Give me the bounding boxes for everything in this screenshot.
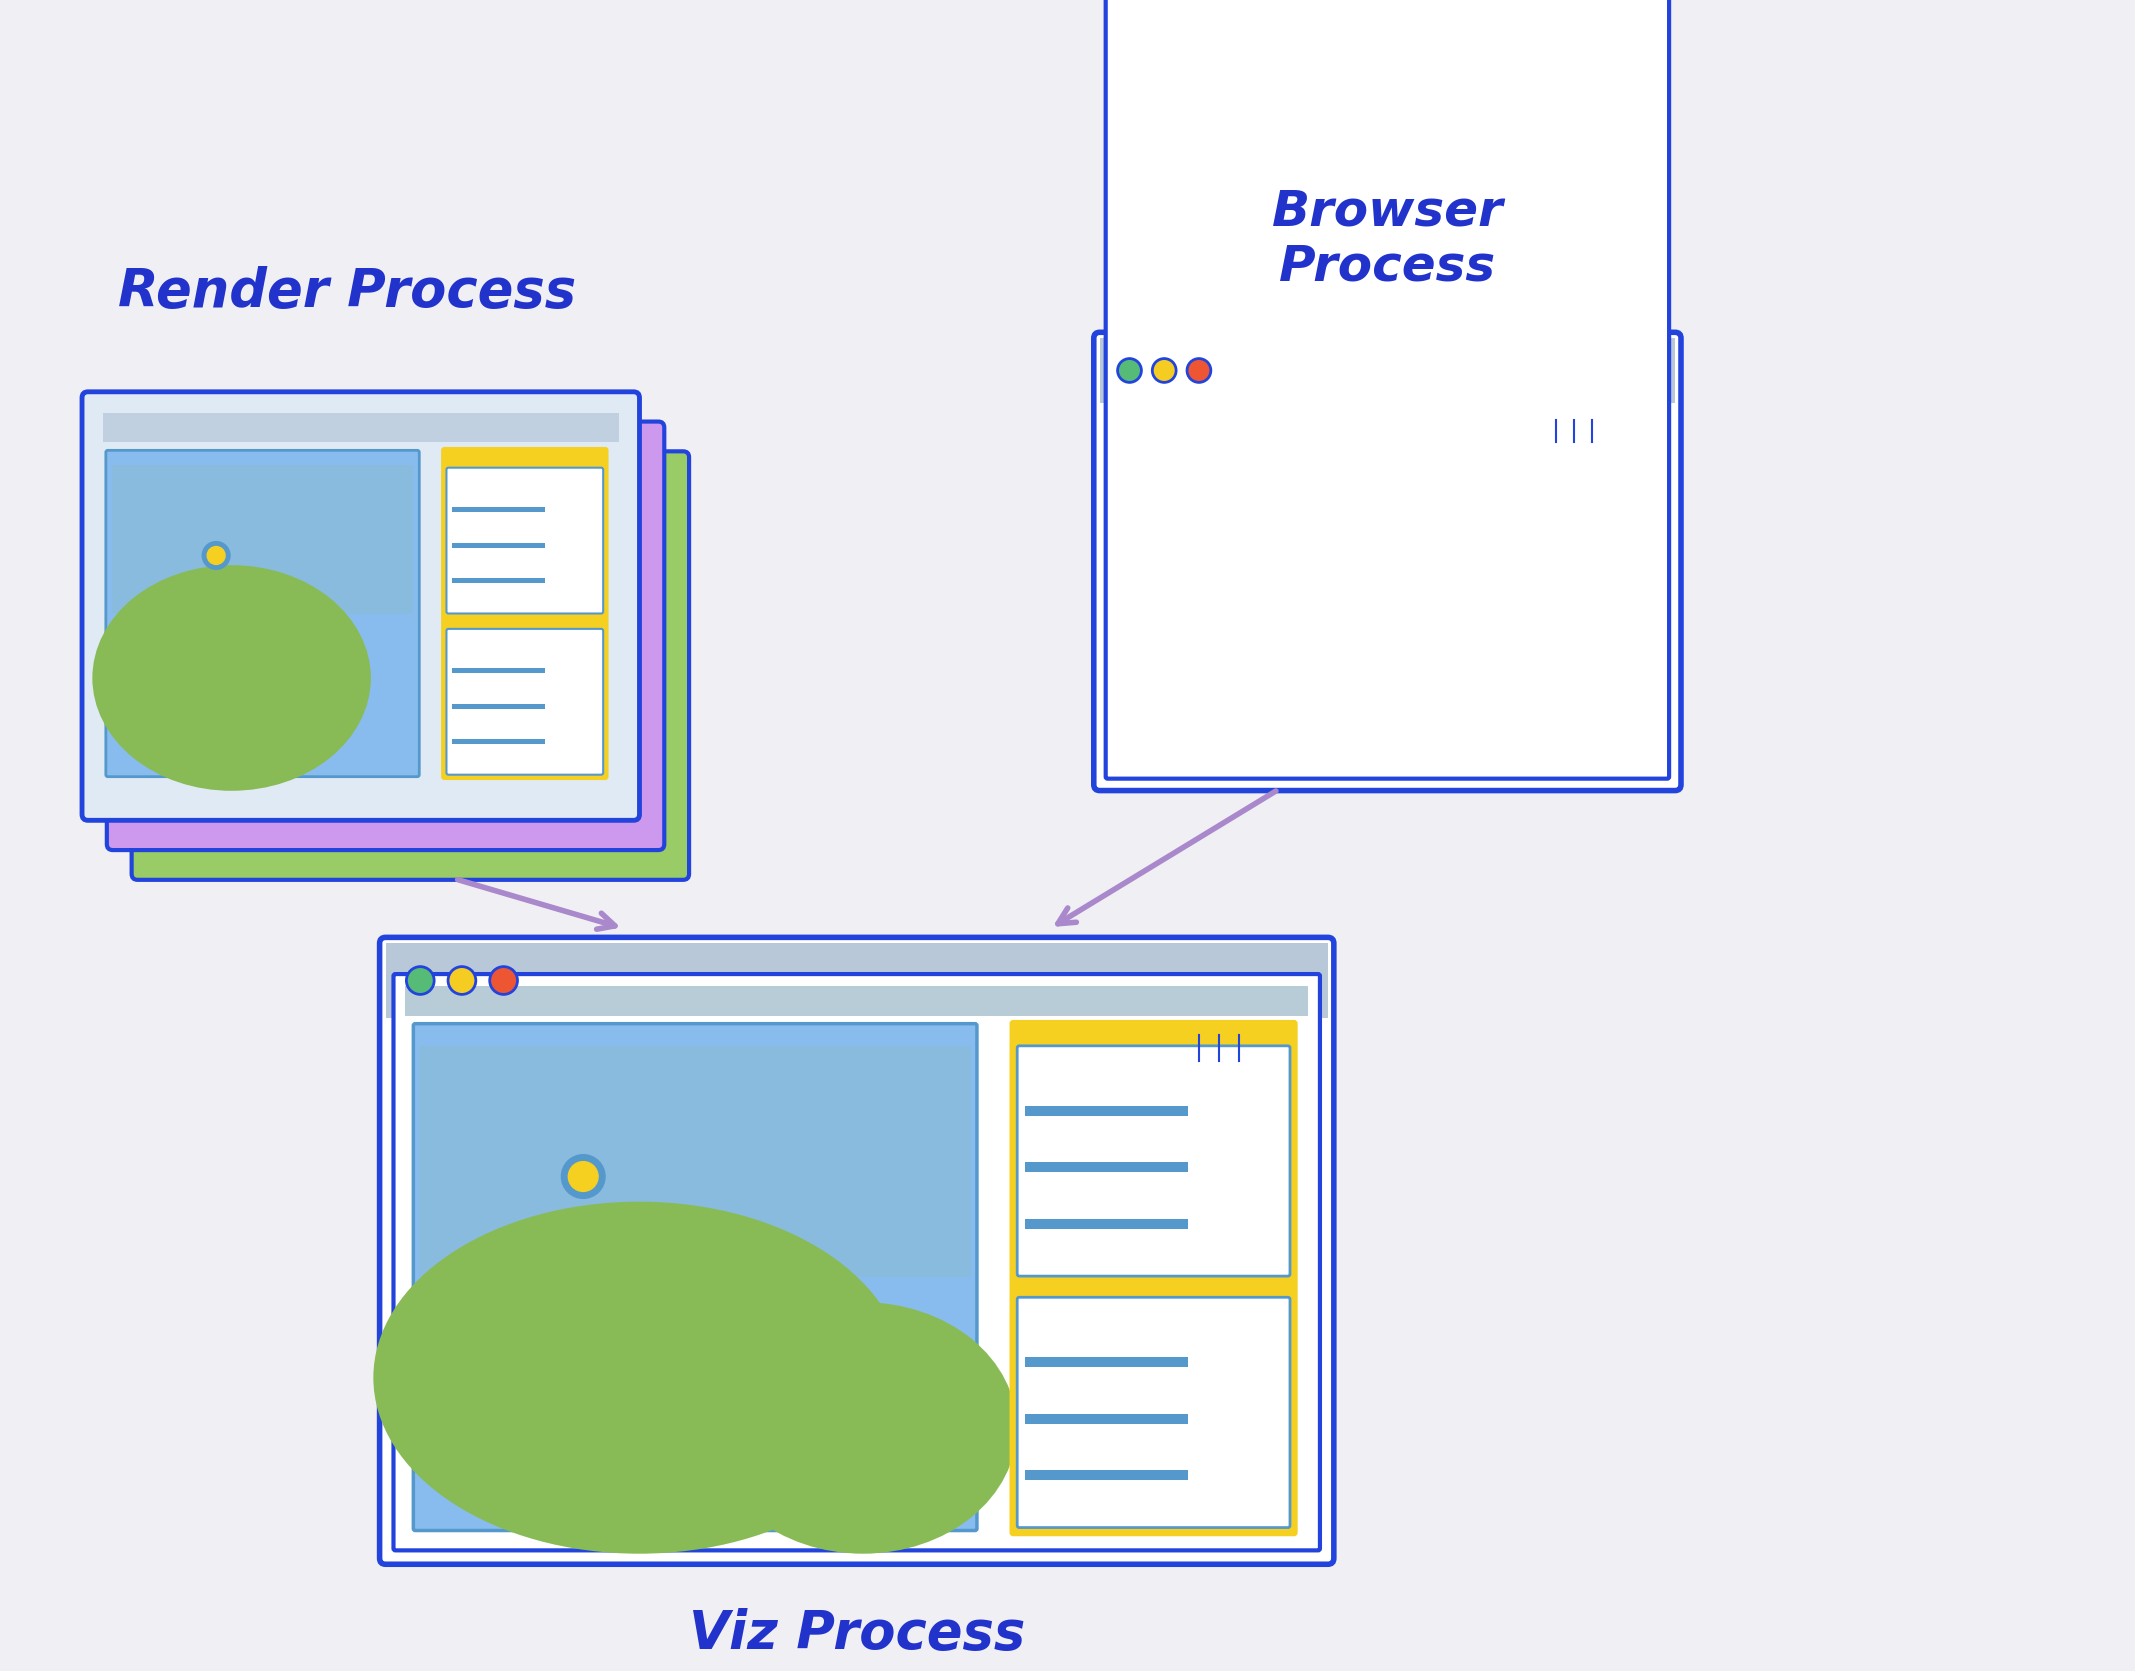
Text: Viz Process: Viz Process — [690, 1608, 1025, 1659]
FancyBboxPatch shape — [1016, 1046, 1290, 1277]
Bar — [453, 578, 544, 583]
FancyBboxPatch shape — [446, 468, 604, 613]
Circle shape — [207, 546, 224, 565]
Bar — [1114, 413, 1661, 448]
Bar — [1025, 1163, 1187, 1173]
Bar — [1610, 418, 1640, 443]
Bar — [453, 543, 544, 548]
FancyBboxPatch shape — [1012, 1021, 1296, 1534]
Bar — [1025, 1218, 1187, 1228]
Bar — [453, 668, 544, 673]
Bar — [386, 944, 1328, 1018]
Bar — [1025, 1414, 1187, 1424]
FancyBboxPatch shape — [446, 628, 604, 775]
Bar — [418, 1046, 971, 1277]
Ellipse shape — [709, 1302, 1016, 1554]
FancyBboxPatch shape — [81, 391, 640, 820]
FancyBboxPatch shape — [107, 421, 664, 851]
Circle shape — [203, 541, 231, 570]
Circle shape — [489, 966, 517, 994]
Circle shape — [1117, 359, 1142, 383]
FancyBboxPatch shape — [1016, 1297, 1290, 1527]
Circle shape — [448, 966, 476, 994]
Text: Render Process: Render Process — [117, 266, 576, 319]
Bar — [1253, 1034, 1287, 1061]
Circle shape — [1153, 359, 1176, 383]
Text: Browser
Process: Browser Process — [1272, 187, 1503, 291]
Ellipse shape — [374, 1201, 905, 1554]
FancyBboxPatch shape — [1093, 333, 1680, 790]
FancyBboxPatch shape — [132, 451, 690, 881]
Bar — [102, 413, 619, 443]
Bar — [404, 1028, 1311, 1068]
Bar — [1025, 1357, 1187, 1367]
Bar — [1025, 1106, 1187, 1116]
FancyBboxPatch shape — [380, 937, 1334, 1564]
Bar — [1025, 1470, 1187, 1481]
Bar — [406, 986, 1309, 1016]
FancyBboxPatch shape — [1106, 0, 1670, 779]
FancyBboxPatch shape — [414, 1024, 978, 1531]
FancyBboxPatch shape — [393, 974, 1319, 1551]
FancyBboxPatch shape — [442, 448, 606, 779]
Bar — [111, 465, 414, 613]
Circle shape — [562, 1155, 604, 1198]
Circle shape — [1187, 359, 1211, 383]
Circle shape — [406, 966, 433, 994]
Bar — [453, 703, 544, 709]
Bar — [453, 508, 544, 513]
Bar — [1100, 338, 1676, 403]
Ellipse shape — [92, 565, 371, 790]
Circle shape — [568, 1161, 598, 1191]
Bar — [453, 739, 544, 744]
FancyBboxPatch shape — [107, 449, 418, 777]
